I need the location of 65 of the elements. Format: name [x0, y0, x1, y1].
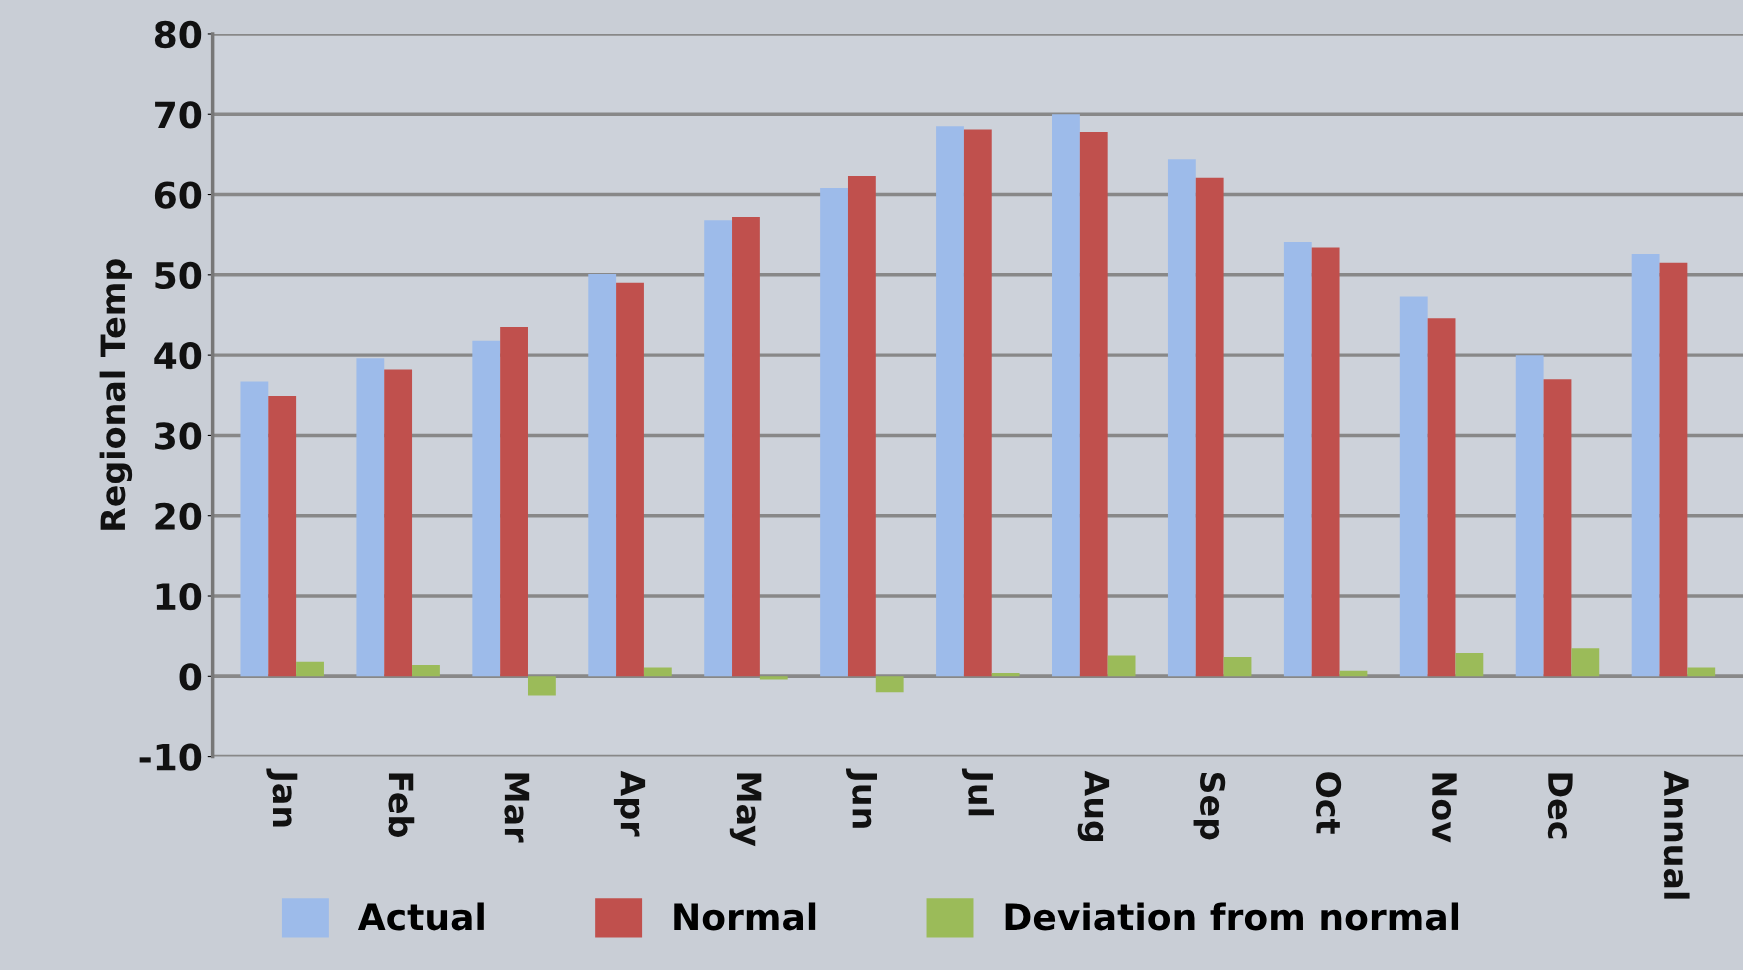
- bar: [1399, 296, 1428, 677]
- x-tick-label: Oct: [1315, 772, 1342, 834]
- y-tick-label: 20: [155, 502, 202, 530]
- bar: [1195, 177, 1224, 677]
- y-tick-label: 0: [179, 663, 202, 691]
- legend-label: Actual: [357, 902, 484, 931]
- bar: [643, 667, 672, 677]
- bar: [820, 188, 848, 677]
- bar: [1687, 667, 1716, 677]
- x-tick-label: Jun: [846, 768, 877, 828]
- x-tick-label: Jul: [961, 768, 994, 816]
- bar: [296, 661, 324, 677]
- bar: [732, 217, 760, 677]
- x-tick-label: Feb: [388, 773, 415, 837]
- x-tick-label: Dec: [1547, 773, 1573, 839]
- bar: [356, 358, 385, 677]
- y-tick-label: 40: [154, 342, 202, 370]
- bar: [759, 676, 788, 680]
- bar: [1543, 379, 1572, 677]
- bar: [1659, 262, 1688, 677]
- y-tick-label: 70: [155, 101, 202, 129]
- bar: [1079, 131, 1108, 677]
- x-tick-label: Annual: [1663, 770, 1690, 899]
- bar: [412, 665, 440, 677]
- bar: [936, 126, 964, 677]
- bar: [472, 340, 501, 677]
- bar: [847, 176, 876, 677]
- x-tick-label: Jan: [266, 768, 298, 827]
- bar: [1311, 247, 1340, 677]
- legend-label: Deviation from normal: [1005, 902, 1459, 931]
- bar: [1283, 241, 1312, 677]
- bar: [1107, 655, 1136, 677]
- bar: [384, 369, 413, 677]
- legend-label: Normal: [674, 902, 816, 931]
- y-tick-label: 50: [155, 261, 202, 290]
- y-tick-label: 10: [156, 582, 202, 611]
- bar: [588, 274, 617, 677]
- bar: [875, 676, 904, 693]
- bar: [500, 327, 528, 677]
- bar: [1167, 159, 1196, 677]
- x-tick-label: Aug: [1077, 770, 1110, 842]
- bar: [704, 220, 733, 677]
- y-tick-label: 80: [154, 20, 202, 49]
- bar: [1427, 318, 1456, 677]
- x-tick-label: Nov: [1431, 773, 1457, 843]
- bar: [1223, 657, 1252, 677]
- bar: [616, 282, 644, 677]
- bar: [991, 673, 1020, 677]
- bar: [1631, 253, 1660, 677]
- y-tick-label: 60: [154, 181, 202, 209]
- bar: [1052, 114, 1080, 677]
- y-tick-label: 30: [155, 422, 202, 450]
- bar: [240, 381, 269, 677]
- bar: [527, 676, 556, 696]
- bar: [268, 396, 297, 677]
- x-tick-label: Sep: [1193, 772, 1226, 840]
- y-tick-label: -10: [139, 743, 202, 771]
- bar: [1571, 648, 1600, 677]
- x-tick-label: Apr: [613, 770, 646, 837]
- x-tick-label: Mar: [504, 773, 530, 843]
- bar: [1515, 355, 1544, 677]
- x-tick-label: May: [729, 773, 762, 847]
- bar: [963, 129, 992, 677]
- y-axis-title: Regional Temp: [99, 259, 133, 530]
- bar: [1455, 653, 1484, 677]
